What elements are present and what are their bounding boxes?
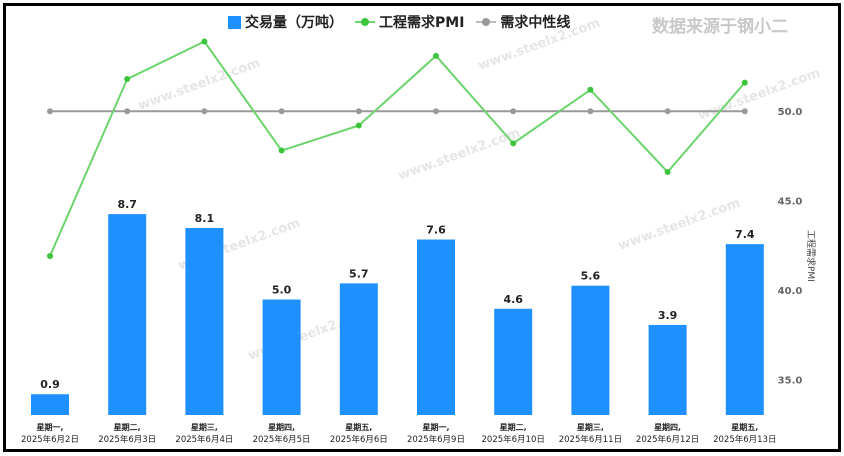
x-axis-label-weekday: 星期二, — [500, 422, 527, 432]
pmi-point — [433, 52, 439, 59]
x-axis-label-weekday: 星期一, — [36, 422, 63, 432]
bar-volume — [725, 244, 764, 415]
bar-volume — [108, 214, 147, 415]
pmi-point — [587, 86, 594, 93]
pmi-point — [278, 147, 285, 154]
bar-value-label: 3.9 — [658, 309, 678, 322]
x-axis-label-date: 2025年6月6日 — [330, 434, 388, 445]
legend-item-neutral[interactable]: 需求中性线 — [476, 12, 570, 32]
pmi-point — [664, 168, 671, 175]
neutral-point — [47, 108, 53, 115]
neutral-point — [433, 108, 439, 115]
legend: 交易量（万吨） 工程需求PMI 需求中性线 — [228, 12, 576, 32]
neutral-point — [510, 108, 517, 115]
line-marker-icon — [476, 18, 497, 26]
bar-value-label: 0.9 — [40, 378, 60, 391]
x-axis-label-date: 2025年6月2日 — [21, 434, 79, 445]
watermark-text: www.steelx2.com — [696, 66, 822, 124]
bar-value-label: 8.7 — [117, 198, 137, 211]
x-axis-label-weekday: 星期五, — [731, 422, 758, 432]
x-axis-label-weekday: 星期一, — [422, 422, 449, 432]
x-axis-label-weekday: 星期三, — [577, 422, 604, 432]
line-marker-icon — [355, 18, 375, 26]
x-axis-label-date: 2025年6月10日 — [482, 434, 545, 445]
pmi-point — [510, 140, 517, 147]
neutral-point — [201, 108, 208, 115]
bar-value-label: 7.6 — [426, 224, 446, 237]
right-axis-title: 工程需求PMI — [805, 230, 815, 282]
bar-value-label: 7.4 — [735, 228, 755, 241]
pmi-point — [741, 79, 748, 86]
neutral-point — [124, 108, 131, 115]
legend-item-pmi[interactable]: 工程需求PMI — [355, 12, 464, 32]
right-axis-tick: 35.0 — [778, 375, 803, 386]
neutral-point — [741, 108, 748, 115]
x-axis-label-weekday: 星期三, — [191, 422, 218, 432]
bar-value-label: 5.0 — [272, 284, 292, 297]
data-source-note: 数据来源于钢小二 — [652, 17, 788, 37]
x-axis-label-weekday: 星期四, — [654, 422, 681, 432]
pmi-point — [201, 38, 208, 45]
neutral-point — [278, 108, 285, 115]
x-axis-label-date: 2025年6月11日 — [559, 434, 622, 445]
bar-volume — [494, 308, 533, 415]
bar-volume — [648, 324, 687, 415]
bar-value-label: 4.6 — [503, 293, 523, 306]
bar-value-label: 5.6 — [581, 270, 601, 283]
x-axis-label-date: 2025年6月3日 — [98, 434, 156, 445]
legend-item-volume[interactable]: 交易量（万吨） — [228, 12, 343, 32]
watermark-text: www.steelx2.com — [616, 196, 742, 254]
bar-volume — [417, 239, 455, 415]
x-axis-label-weekday: 星期五, — [345, 422, 372, 432]
pmi-point — [47, 252, 53, 259]
x-axis-label-date: 2025年6月13日 — [713, 434, 776, 445]
watermark-text: www.steelx2.com — [396, 126, 522, 184]
chart-frame — [3, 3, 841, 452]
x-axis-label-date: 2025年6月9日 — [407, 434, 465, 445]
pmi-line — [49, 40, 746, 257]
x-axis-label-date: 2025年6月12日 — [636, 434, 699, 445]
pmi-point — [124, 76, 131, 83]
bar-volume — [31, 394, 69, 415]
x-axis-label-date: 2025年6月4日 — [175, 434, 233, 445]
neutral-point — [355, 108, 362, 115]
neutral-point — [664, 108, 671, 115]
right-axis-tick: 50.0 — [778, 107, 803, 118]
bar-value-label: 8.1 — [195, 212, 215, 225]
bar-swatch-icon — [228, 15, 241, 29]
bar-value-label: 5.7 — [349, 267, 369, 280]
bar-volume — [571, 285, 610, 415]
x-axis-label-weekday: 星期四, — [268, 422, 295, 432]
legend-label: 交易量（万吨） — [245, 15, 343, 31]
legend-label: 工程需求PMI — [379, 15, 465, 31]
x-axis-label-weekday: 星期二, — [114, 422, 141, 432]
legend-label: 需求中性线 — [500, 15, 571, 31]
watermark-text: www.steelx2.com — [136, 56, 262, 114]
bar-volume — [262, 299, 301, 415]
bar-volume — [339, 283, 378, 415]
neutral-point — [587, 108, 594, 115]
x-axis-label-date: 2025年6月5日 — [253, 434, 311, 445]
right-axis-tick: 40.0 — [778, 286, 803, 297]
pmi-point — [355, 122, 362, 129]
bar-volume — [185, 227, 224, 415]
right-axis-tick: 45.0 — [778, 197, 803, 208]
